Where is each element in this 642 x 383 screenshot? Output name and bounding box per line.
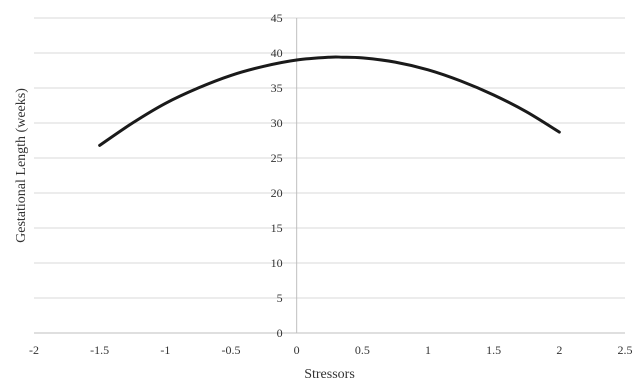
x-tick-label: 2.5: [618, 343, 633, 357]
x-tick-label: 1: [425, 343, 431, 357]
y-axis-title: Gestational Length (weeks): [14, 88, 29, 243]
x-tick-label: -1: [160, 343, 170, 357]
series-line: [98, 55, 561, 147]
x-tick-label: 1.5: [486, 343, 501, 357]
gridlines: [34, 17, 625, 299]
y-tick-label: 5: [277, 291, 283, 305]
y-tick-label: 40: [271, 46, 283, 60]
y-tick-label: 10: [271, 256, 283, 270]
x-axis-title: Stressors: [304, 367, 355, 382]
y-tick-label: 45: [271, 11, 283, 25]
y-tick-label: 35: [271, 81, 283, 95]
x-tick-label: -0.5: [222, 343, 241, 357]
x-tick-label: -2: [29, 343, 39, 357]
x-tick-label: 0: [294, 343, 300, 357]
x-tick-label: 0.5: [355, 343, 370, 357]
tick-labels: 0 5 10 15 20 25 30 35 40 45 -2 -1.5 -1 -0.5 0 0.5 1 1.5 2 2…: [29, 11, 633, 357]
y-tick-label: 15: [271, 221, 283, 235]
y-tick-label: 25: [271, 151, 283, 165]
y-tick-label: 0: [277, 326, 283, 340]
y-tick-label: 20: [271, 186, 283, 200]
y-tick-label: 30: [271, 116, 283, 130]
x-tick-label: -1.5: [90, 343, 109, 357]
x-tick-label: 2: [556, 343, 562, 357]
